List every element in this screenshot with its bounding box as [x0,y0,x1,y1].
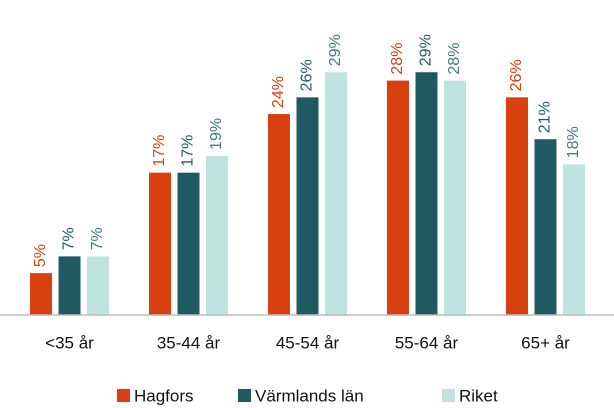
bar [415,72,438,315]
value-label: 26% [508,59,525,91]
x-tick-label: 65+ år [521,333,570,352]
legend-swatch [117,389,130,402]
bar [387,80,409,315]
x-tick-label: 45-54 år [276,333,340,352]
bar [149,172,171,315]
legend-swatch [238,389,251,402]
value-label: 19% [208,118,225,150]
value-label: 28% [446,43,463,75]
value-label: 24% [270,76,287,108]
x-tick-label: 55-64 år [395,333,459,352]
bar [58,256,81,315]
value-label: 17% [180,135,197,167]
legend-label: Riket [459,386,498,405]
bar [506,97,528,315]
legend-swatch [442,389,455,402]
x-tick-label: 35-44 år [157,333,221,352]
value-label: 29% [327,34,344,66]
bar [296,97,319,315]
bar [325,72,347,315]
value-label: 26% [299,59,316,91]
bar [534,139,557,315]
value-label: 7% [89,227,106,250]
bar [563,164,585,315]
bar [87,256,109,315]
bar [177,172,200,315]
bar [268,114,290,315]
value-label: 28% [389,43,406,75]
value-label: 7% [61,227,78,250]
legend-label: Värmlands län [255,386,364,405]
value-label: 18% [565,126,582,158]
value-label: 5% [32,244,49,267]
bar [444,80,466,315]
x-tick-label: <35 år [45,333,94,352]
value-label: 17% [151,135,168,167]
legend-label: Hagfors [134,386,194,405]
value-label: 29% [418,34,435,66]
bar [30,273,52,315]
bar [206,155,228,315]
value-label: 21% [537,101,554,133]
